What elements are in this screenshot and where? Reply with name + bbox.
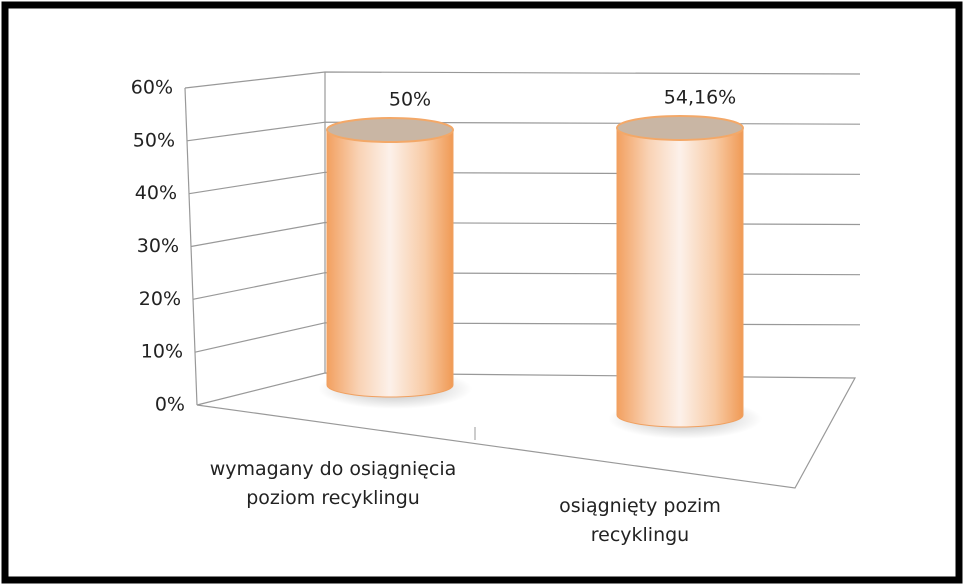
y-tick-label: 10% — [141, 341, 183, 363]
bar — [326, 117, 454, 398]
x-tick-label: wymagany do osiągnięcia poziom recykling… — [209, 458, 457, 509]
y-tick-label: 30% — [137, 235, 179, 257]
y-tick-label: 60% — [131, 77, 173, 99]
y-tick-label: 40% — [135, 182, 177, 204]
bar-top — [616, 114, 744, 141]
y-tick-label: 20% — [139, 288, 181, 310]
bar-body — [616, 127, 744, 428]
value-label: 54,16% — [664, 86, 736, 108]
y-tick-label: 0% — [155, 394, 185, 416]
bar — [616, 114, 744, 428]
bar-top — [326, 117, 454, 143]
floor — [196, 372, 857, 489]
grid-line — [184, 71, 861, 89]
x-tick-label: osiągnięty pozim recyklingu — [559, 495, 721, 546]
bar-body — [326, 129, 454, 398]
y-tick-label: 50% — [133, 129, 175, 151]
value-label: 50% — [389, 89, 431, 111]
